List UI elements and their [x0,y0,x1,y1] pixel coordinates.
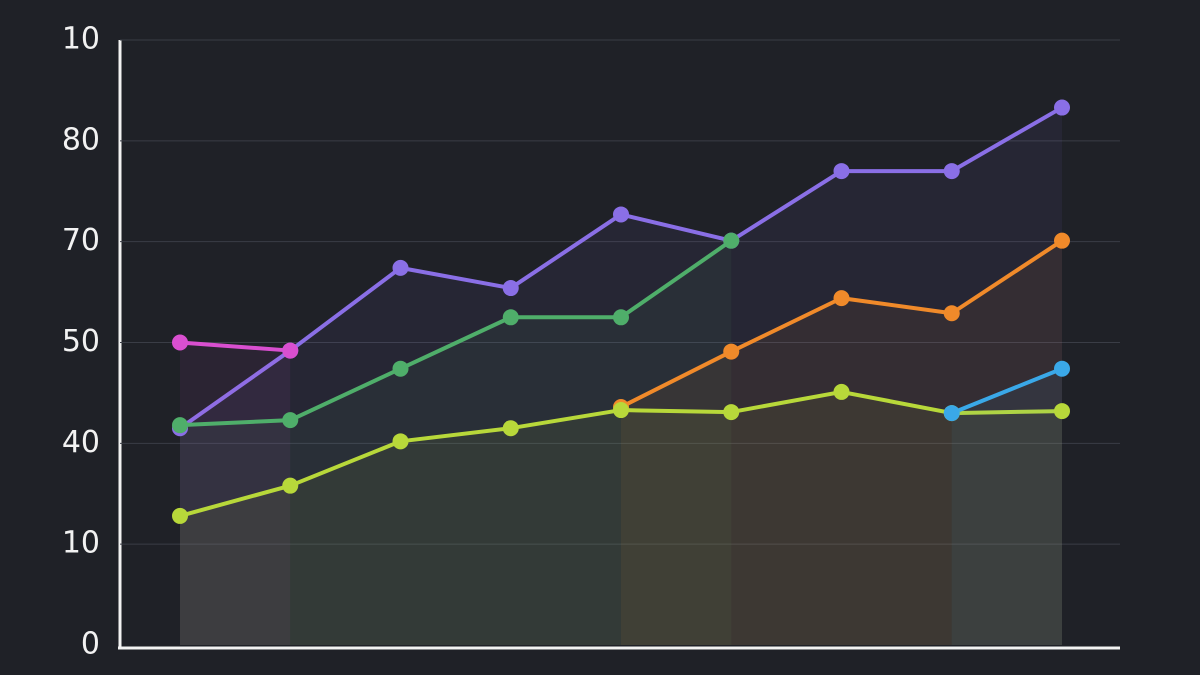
point [833,290,850,307]
point [833,383,850,400]
area [180,240,732,646]
line [951,366,1063,415]
point [392,360,409,377]
point [392,433,409,450]
y-tick-label: 0 [81,627,100,662]
point [1054,403,1070,420]
point [392,259,409,276]
point [172,334,188,351]
point [613,309,629,326]
area [621,240,1062,646]
point [282,477,299,494]
line [179,239,733,428]
area [180,391,1062,645]
point [833,163,850,180]
point [1054,232,1070,249]
point [502,280,519,297]
point [502,309,519,326]
point [1054,360,1070,377]
point [723,232,740,249]
point [502,420,519,437]
area [180,107,1062,645]
point [613,206,629,223]
area [180,342,291,645]
point [613,402,629,419]
point [723,343,740,360]
y-tick-label: 80 [62,122,100,157]
point [282,412,299,429]
line [179,340,291,353]
point [943,405,960,422]
point [172,507,188,524]
point [943,163,960,180]
point [282,342,299,359]
y-tick-label: 50 [62,324,100,359]
y-tick-label: 10 [62,22,100,57]
y-tick-label: 10 [62,526,100,561]
y-tick-label: 40 [62,425,100,460]
point [1054,99,1070,116]
point [723,404,740,421]
grid [120,39,1120,545]
point [172,417,188,434]
point [943,305,960,322]
y-tick-label: 70 [62,223,100,258]
area [951,368,1062,645]
